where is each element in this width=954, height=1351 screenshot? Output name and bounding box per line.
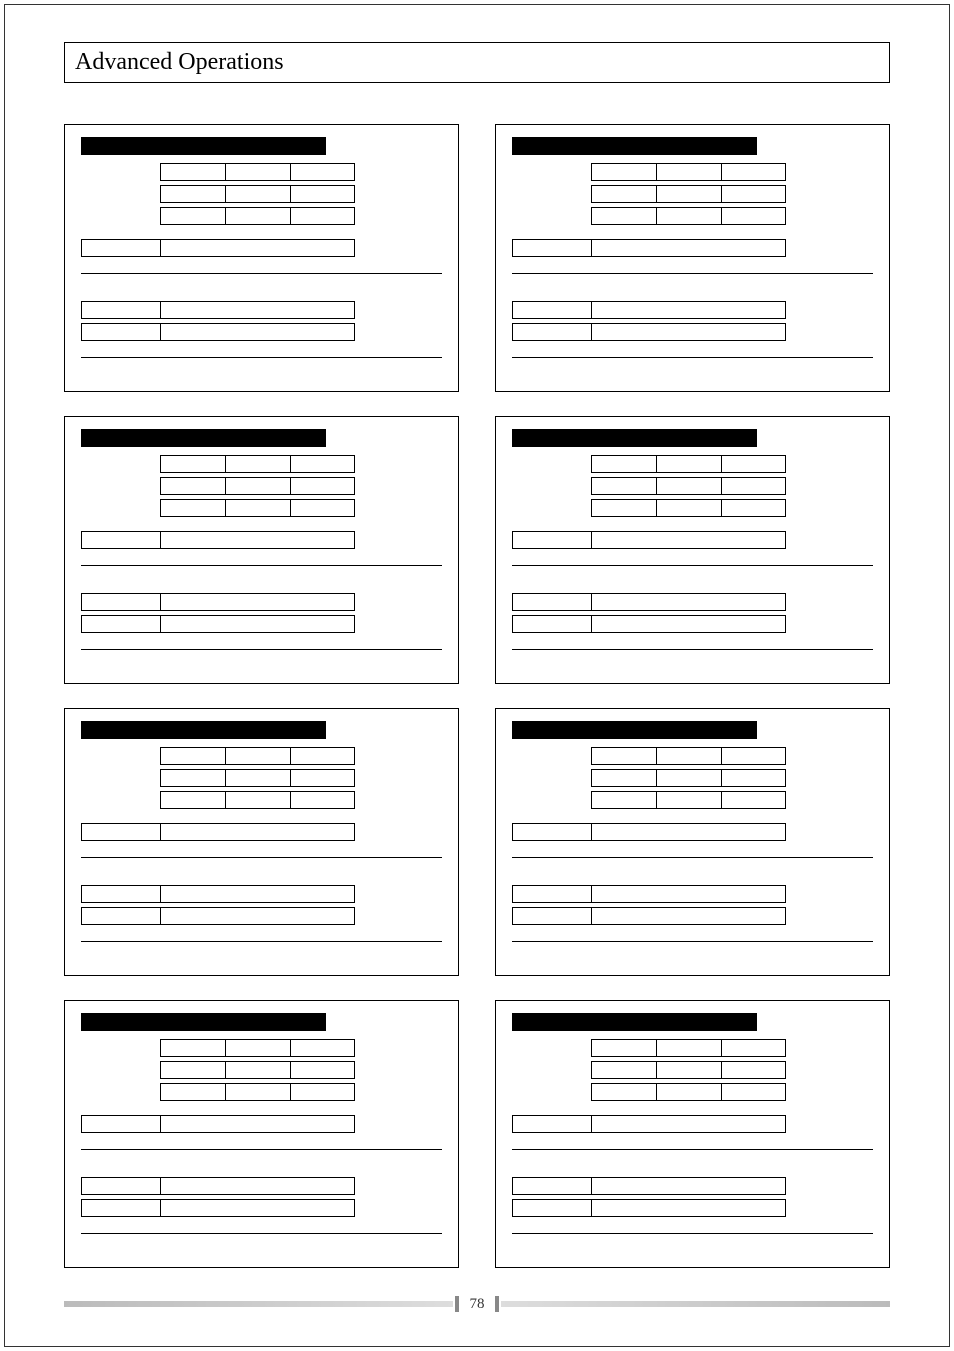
table-row [81,323,442,341]
table-row [81,163,442,181]
table-row [81,1199,442,1217]
block-title-bar [512,137,757,155]
table-row [512,499,873,517]
footer-bar-left [64,1301,453,1307]
table-row [512,207,873,225]
block-title-bar [81,429,326,447]
table-row [81,593,442,611]
divider-row [512,1233,873,1251]
table-row [81,1083,442,1101]
content-block [64,416,459,684]
table-row [512,531,873,549]
block-title-bar [512,429,757,447]
content-block [495,1000,890,1268]
divider-row [512,857,873,875]
table-row [81,791,442,809]
table-row [512,239,873,257]
table-row [81,1061,442,1079]
table-row [81,747,442,765]
table-row [81,1177,442,1195]
table-row [512,1039,873,1057]
table-row [81,531,442,549]
content-block [64,708,459,976]
table-row [81,769,442,787]
table-row [81,499,442,517]
page-number: 78 [453,1293,501,1315]
content-block [495,124,890,392]
table-row [81,1039,442,1057]
divider-row [512,565,873,583]
table-row [512,1115,873,1133]
content-block [495,416,890,684]
divider-row [81,649,442,667]
table-row [81,1115,442,1133]
left-column [64,124,459,1251]
table-row [81,477,442,495]
table-row [512,593,873,611]
divider-row [81,357,442,375]
divider-row [81,1149,442,1167]
block-title-bar [81,137,326,155]
table-row [81,907,442,925]
table-row [81,885,442,903]
table-row [81,823,442,841]
table-row [512,791,873,809]
table-row [81,239,442,257]
table-row [512,1061,873,1079]
table-row [512,1177,873,1195]
table-row [512,1199,873,1217]
table-row [512,885,873,903]
table-row [512,1083,873,1101]
content-block [64,124,459,392]
table-row [512,163,873,181]
table-row [512,615,873,633]
divider-row [81,273,442,291]
content-block [495,708,890,976]
content-block [64,1000,459,1268]
divider-row [512,941,873,959]
divider-row [512,649,873,667]
divider-row [512,1149,873,1167]
table-row [81,615,442,633]
content-columns [64,124,890,1251]
table-row [512,301,873,319]
page-footer: 78 [64,1293,890,1315]
right-column [495,124,890,1251]
table-row [512,455,873,473]
table-row [512,477,873,495]
divider-row [81,941,442,959]
table-row [512,747,873,765]
footer-bar-right [501,1301,890,1307]
divider-row [512,357,873,375]
divider-row [512,273,873,291]
block-title-bar [512,1013,757,1031]
divider-row [81,1233,442,1251]
table-row [512,823,873,841]
table-row [81,301,442,319]
divider-row [81,565,442,583]
block-title-bar [81,721,326,739]
table-row [512,907,873,925]
table-row [512,769,873,787]
block-title-bar [81,1013,326,1031]
divider-row [81,857,442,875]
table-row [81,207,442,225]
block-title-bar [512,721,757,739]
table-row [512,323,873,341]
table-row [81,185,442,203]
page-title: Advanced Operations [75,49,879,76]
header-box: Advanced Operations [64,42,890,83]
table-row [512,185,873,203]
table-row [81,455,442,473]
